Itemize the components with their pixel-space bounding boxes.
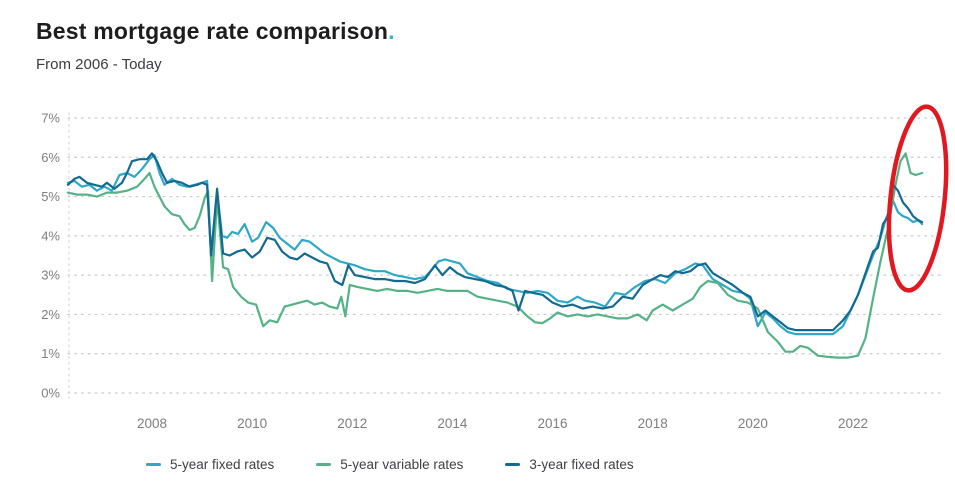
y-axis-labels: 0% 1% 2% 3% 4% 5% 6% 7% bbox=[41, 110, 60, 400]
svg-text:2010: 2010 bbox=[237, 416, 267, 431]
legend-item-5yr-variable: 5-year variable rates bbox=[316, 457, 463, 472]
svg-text:2018: 2018 bbox=[638, 416, 668, 431]
chart-header: Best mortgage rate comparison. From 2006… bbox=[36, 18, 395, 73]
svg-text:7%: 7% bbox=[41, 110, 60, 125]
line-swatch-icon bbox=[505, 463, 521, 466]
svg-text:2008: 2008 bbox=[137, 416, 167, 431]
chart-legend: 5-year fixed rates 5-year variable rates… bbox=[146, 457, 634, 472]
svg-text:2012: 2012 bbox=[337, 416, 367, 431]
svg-text:2014: 2014 bbox=[437, 416, 468, 431]
page-title: Best mortgage rate comparison. bbox=[36, 18, 395, 44]
svg-text:2%: 2% bbox=[41, 307, 60, 322]
chart-subtitle: From 2006 - Today bbox=[36, 56, 162, 74]
svg-text:3%: 3% bbox=[41, 268, 60, 283]
title-accent-dot: . bbox=[388, 18, 395, 44]
red-ellipse-annotation bbox=[886, 104, 949, 293]
svg-text:2022: 2022 bbox=[838, 416, 868, 431]
svg-text:5%: 5% bbox=[41, 189, 60, 204]
legend-item-5yr-fixed: 5-year fixed rates bbox=[146, 457, 274, 472]
legend-item-3yr-fixed: 3-year fixed rates bbox=[505, 457, 634, 472]
svg-text:2016: 2016 bbox=[538, 416, 568, 431]
svg-text:4%: 4% bbox=[41, 228, 60, 243]
line-swatch-icon bbox=[146, 463, 161, 466]
gridlines bbox=[67, 112, 945, 399]
svg-text:2020: 2020 bbox=[738, 416, 768, 431]
svg-text:0%: 0% bbox=[41, 386, 60, 401]
svg-text:1%: 1% bbox=[41, 346, 60, 361]
data-series-lines bbox=[66, 152, 924, 359]
legend-label: 3-year fixed rates bbox=[529, 457, 634, 472]
svg-text:6%: 6% bbox=[41, 150, 60, 165]
page-title-text: Best mortgage rate comparison bbox=[36, 18, 389, 44]
x-axis-labels: 2008 2010 2012 2014 2016 2018 2020 2022 bbox=[137, 416, 868, 431]
legend-label: 5-year variable rates bbox=[340, 457, 464, 472]
line-swatch-icon bbox=[316, 463, 332, 466]
legend-label: 5-year fixed rates bbox=[170, 457, 275, 472]
